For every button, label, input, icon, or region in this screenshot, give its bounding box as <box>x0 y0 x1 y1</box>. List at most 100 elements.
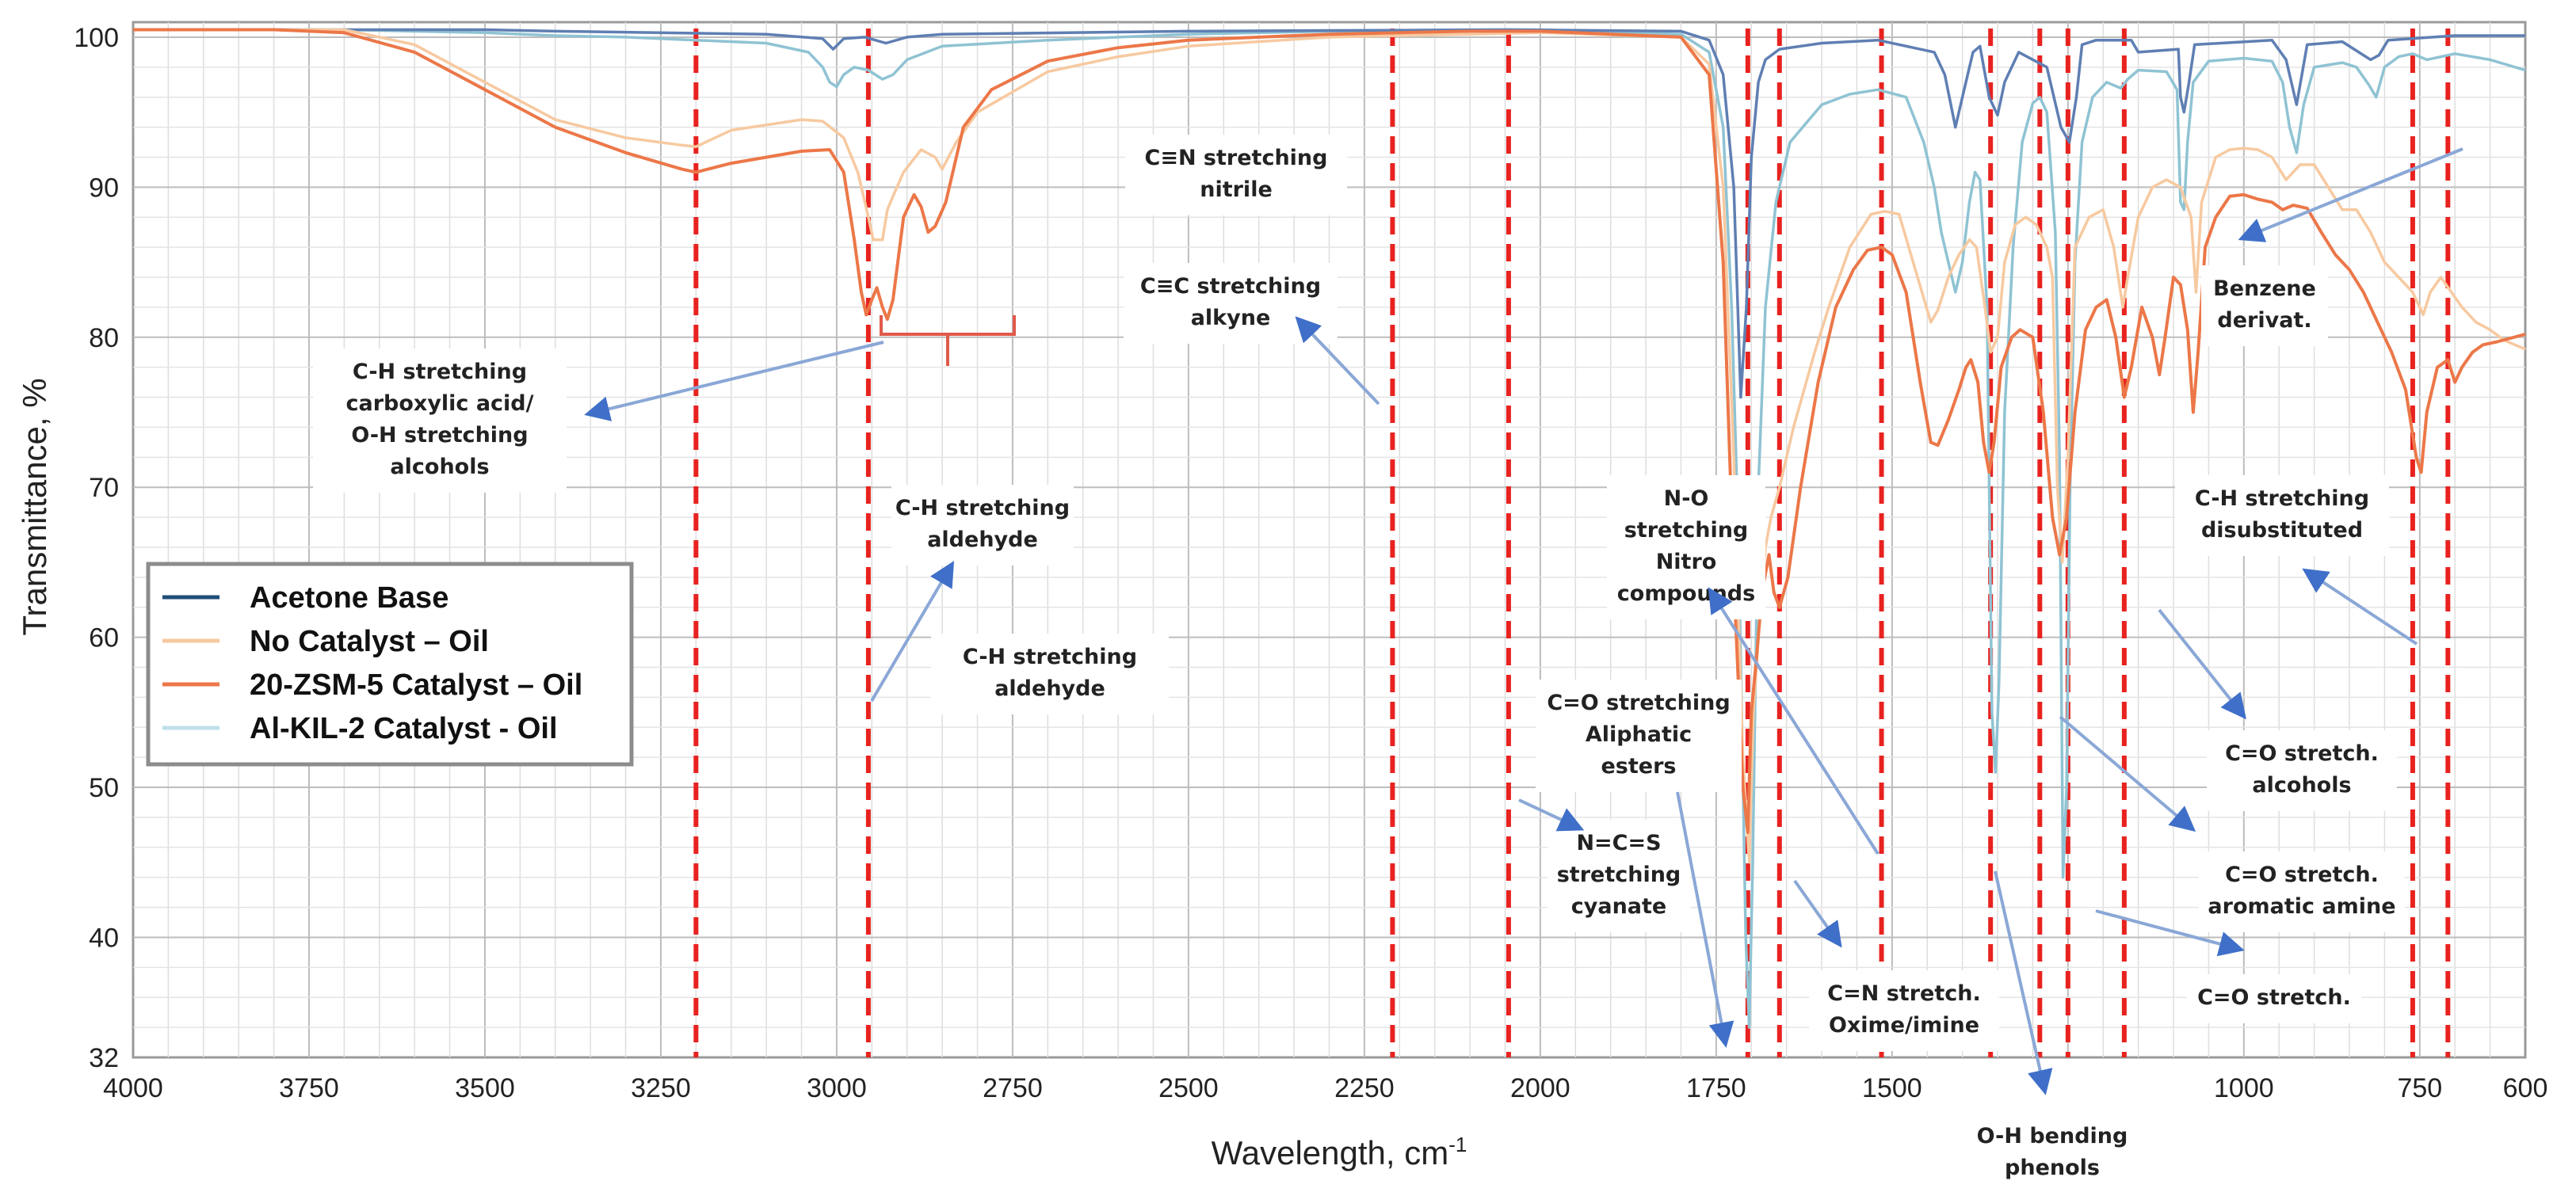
series-line-no-catalyst <box>133 28 2526 864</box>
annotation: C-H stretching aldehyde <box>891 485 1074 566</box>
annotation-text: C-H stretching <box>963 645 1137 669</box>
annotation-text: alcohols <box>2252 773 2351 798</box>
y-tick-label: 90 <box>89 173 119 203</box>
annotation: C=O stretching Aliphatic esters <box>1536 680 1742 792</box>
annotation-box <box>2207 730 2397 811</box>
x-axis-title: Wavelength, cm-1 <box>1212 1133 1467 1171</box>
annotation-text: C≡N stretching <box>1145 146 1328 170</box>
annotation-text: C-H stretching <box>895 496 1070 520</box>
annotation-box <box>1809 970 1999 1051</box>
annotation: N-O stretching Nitro compounds <box>1607 475 1765 619</box>
annotation: C≡N stretching nitrile <box>1125 135 1347 215</box>
annotation-arrow <box>2095 909 2245 957</box>
annotation-text: C=O stretch. <box>2225 863 2379 887</box>
annotation-arrow <box>1676 791 1735 1048</box>
x-tick-label: 3500 <box>455 1073 515 1103</box>
annotation-text: compounds <box>1617 581 1755 606</box>
legend-box <box>146 562 634 767</box>
annotation: C=O stretch. alcohols <box>2207 730 2397 811</box>
y-axis-title: Transmittance, % <box>16 378 53 635</box>
annotation-text: Oxime/imine <box>1829 1013 1979 1038</box>
x-tick-label: 1000 <box>2214 1073 2274 1103</box>
legend-label: 20-ZSM-5 Catalyst – Oil <box>250 668 582 702</box>
annotation-text: alcohols <box>390 455 489 479</box>
y-tick-label: 50 <box>89 773 119 803</box>
x-tick-label: 4000 <box>103 1073 163 1103</box>
annotation-text: esters <box>1601 754 1677 779</box>
x-axis-ticks: 4000 3750 3500 3250 3000 2750 2500 2250 2000 1750… <box>103 1073 2547 1103</box>
annotation-text: disubstituted <box>2201 518 2363 543</box>
annotation: C-H stretching aldehyde <box>931 634 1169 714</box>
annotation-text: C-H stretching <box>2195 486 2369 511</box>
annotation-text: C≡C stretching <box>1140 274 1321 299</box>
x-tick-label: 1750 <box>1686 1073 1746 1103</box>
series-line-zsm5 <box>133 28 2526 834</box>
x-tick-label: 2750 <box>983 1073 1043 1103</box>
x-tick-label: 3750 <box>279 1073 339 1103</box>
x-tick-label: 1500 <box>1862 1073 1922 1103</box>
y-tick-label: 60 <box>89 623 119 653</box>
annotation-box <box>2199 851 2405 932</box>
y-tick-label: 100 <box>74 23 119 53</box>
series-line-acetone <box>133 28 2525 399</box>
legend-label: No Catalyst – Oil <box>250 625 489 658</box>
annotation-text: N=C=S <box>1576 831 1661 855</box>
annotation: C-H stretching disubstituted <box>2175 475 2389 556</box>
annotation-text: C=O stretching <box>1547 691 1730 715</box>
x-tick-label: 2500 <box>1158 1073 1219 1103</box>
peak-bracket <box>880 315 1016 366</box>
annotation-text: carboxylic acid/ <box>345 391 533 416</box>
y-axis-ticks: 100 90 80 70 60 50 40 32 <box>74 23 119 1073</box>
x-tick-label: 3250 <box>631 1073 691 1103</box>
annotation-box <box>1607 475 1765 619</box>
x-axis-title-text: Wavelength, cm <box>1212 1134 1449 1171</box>
annotation-box <box>313 349 567 493</box>
annotation-text: stretching <box>1624 518 1749 543</box>
annotation-box <box>2201 265 2328 346</box>
x-tick-label: 2250 <box>1334 1073 1395 1103</box>
annotation-text: C=O stretch. <box>2197 985 2351 1010</box>
annotation-arrow <box>2302 568 2418 646</box>
annotation-text: stretching <box>1557 863 1681 887</box>
legend: Acetone Base No Catalyst – Oil 20-ZSM-5 Ca… <box>146 562 634 767</box>
series-group <box>133 28 2526 1029</box>
annotation-arrow <box>2059 715 2196 832</box>
annotation-arrow <box>870 561 955 703</box>
annotation-text: nitrile <box>1200 177 1273 202</box>
series-line-alkil <box>133 28 2526 1029</box>
annotation-arrows <box>584 147 2463 1095</box>
annotation: C≡C stretching alkyne <box>1124 263 1338 344</box>
annotation-text: alkyne <box>1191 306 1271 330</box>
x-tick-label: 600 <box>2503 1073 2548 1103</box>
annotation-text: Aliphatic <box>1586 722 1692 747</box>
annotation-box <box>1548 820 1690 932</box>
legend-label: Acetone Base <box>250 581 448 615</box>
annotation-arrow <box>2158 608 2246 720</box>
annotation-text: O-H bending <box>1977 1124 2128 1148</box>
annotation-text: C-H stretching <box>353 360 527 384</box>
annotation-box <box>1536 680 1742 792</box>
annotation-arrow <box>1994 870 2053 1095</box>
annotation-text: derivat. <box>2217 308 2311 333</box>
annotation: N=C=S stretching cyanate <box>1548 820 1690 932</box>
annotation-box <box>891 485 1074 566</box>
y-tick-label: 80 <box>89 323 119 353</box>
annotation-text: aromatic amine <box>2208 894 2395 919</box>
annotation-arrow <box>1518 798 1585 832</box>
y-tick-label: 32 <box>89 1043 119 1073</box>
annotation: C=N stretch. Oxime/imine <box>1809 970 1999 1051</box>
annotation-text: Nitro <box>1656 550 1717 574</box>
annotation-text: N-O <box>1664 486 1709 511</box>
y-tick-label: 70 <box>89 473 119 503</box>
annotation: C=O stretch. <box>2187 974 2361 1023</box>
annotation-arrow <box>2238 147 2463 242</box>
annotations: C-H stretching carboxylic acid/O-H stretc… <box>313 135 2405 1194</box>
x-tick-label: 3000 <box>807 1073 867 1103</box>
annotation: Benzene derivat. <box>2201 265 2328 346</box>
annotation-text: phenols <box>2005 1156 2100 1180</box>
annotation-box <box>2175 475 2389 556</box>
annotation-box <box>931 634 1169 714</box>
x-axis-title-superscript: -1 <box>1448 1133 1467 1156</box>
annotation-arrow <box>584 341 884 421</box>
annotation-box <box>1125 135 1347 215</box>
